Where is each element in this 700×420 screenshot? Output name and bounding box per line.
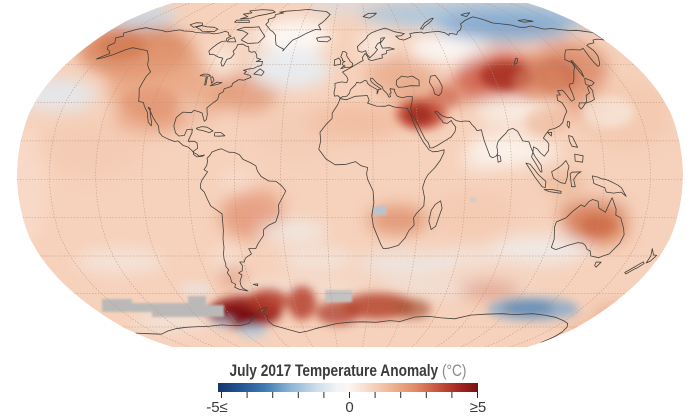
svg-text:-5≤: -5≤: [206, 399, 228, 416]
svg-text:≥5: ≥5: [470, 399, 487, 416]
svg-text:July 2017 Temperature Anomaly: July 2017 Temperature Anomaly (°C): [230, 362, 467, 380]
svg-text:0: 0: [345, 399, 353, 416]
